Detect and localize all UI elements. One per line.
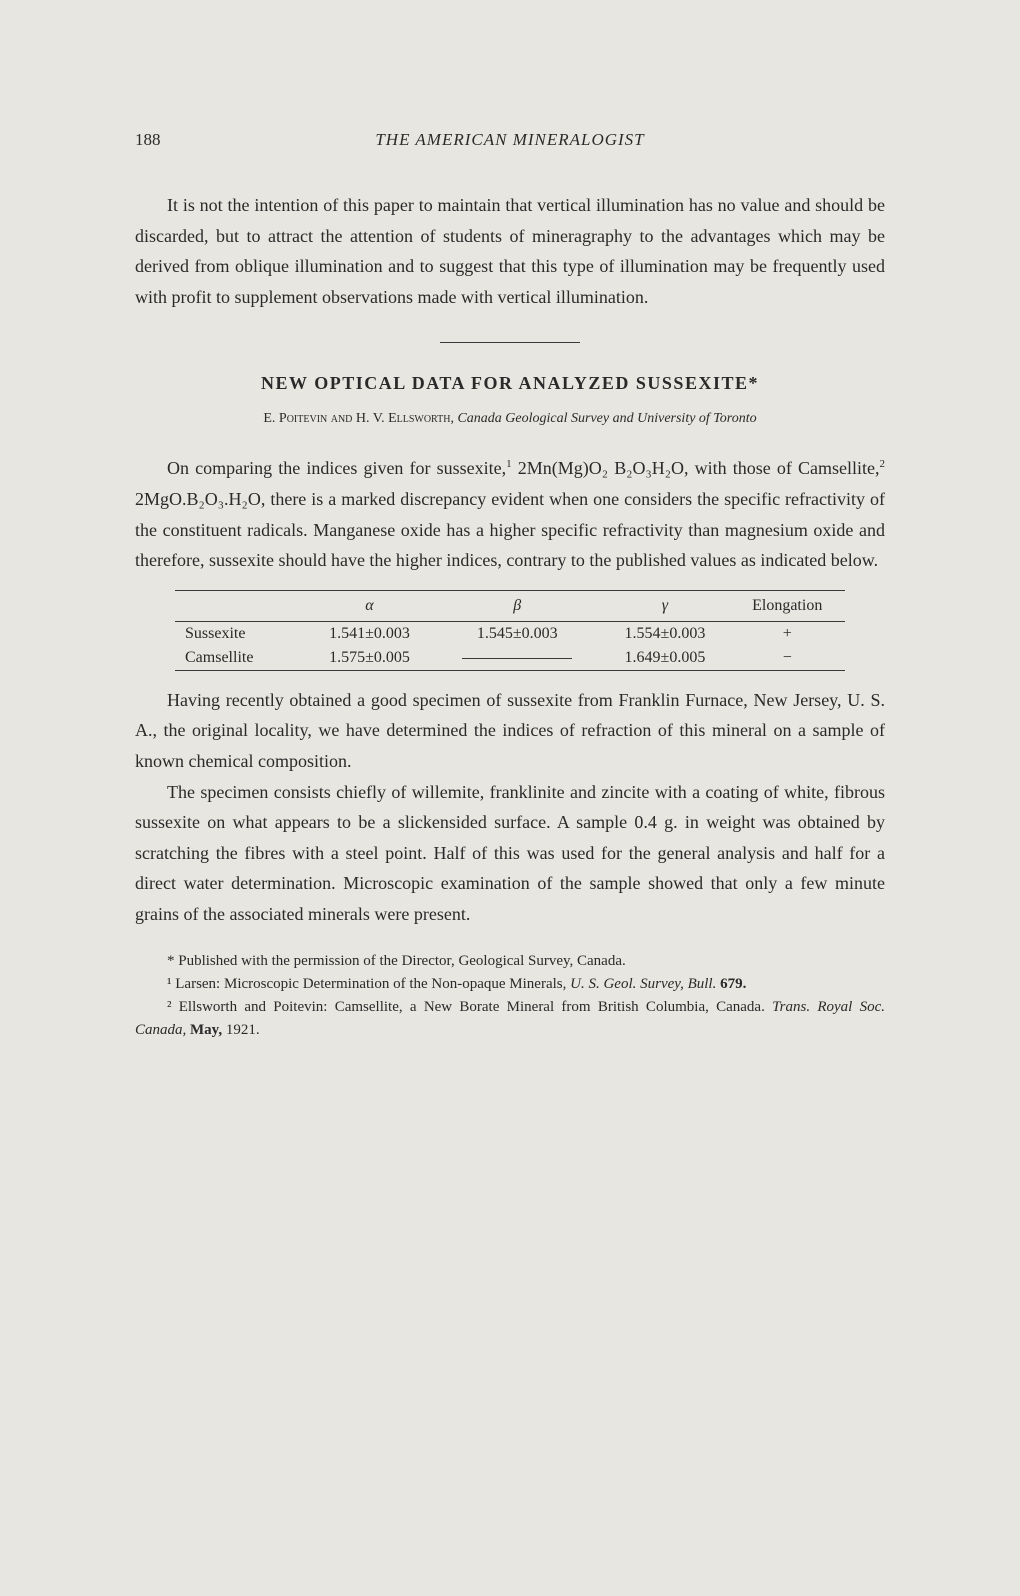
optical-data-table-wrap: α β γ Elongation Sussexite 1.541±0.003 1… [175, 590, 845, 671]
table-header-row: α β γ Elongation [175, 590, 845, 621]
cell-gamma: 1.554±0.003 [600, 621, 729, 646]
para1-text-c: 2MgO.B₂O₃.H₂O, there is a marked discrep… [135, 489, 885, 570]
footnote-2-bold: May, [190, 1022, 222, 1038]
footnote-2-c: May, 1921. [186, 1022, 259, 1038]
col-header-beta: β [434, 590, 600, 621]
footnotes-block: * Published with the permission of the D… [135, 950, 885, 1043]
optical-data-table: α β γ Elongation Sussexite 1.541±0.003 1… [175, 590, 845, 671]
footnote-1: ¹ Larsen: Microscopic Determination of t… [135, 973, 885, 996]
cell-elongation: − [729, 646, 845, 671]
col-header-blank [175, 590, 305, 621]
cell-elongation: + [729, 621, 845, 646]
table-row: Camsellite 1.575±0.005 1.649±0.005 − [175, 646, 845, 671]
section-divider [440, 342, 580, 343]
footnote-star: * Published with the permission of the D… [135, 950, 885, 973]
footnote-1-bold: 679. [720, 976, 746, 992]
para1-text-a: On comparing the indices given for susse… [167, 458, 506, 478]
cell-gamma: 1.649±0.005 [600, 646, 729, 671]
footnote-2-a: ² Ellsworth and Poitevin: Camsellite, a … [167, 999, 772, 1015]
footnote-ref-2: 2 [880, 458, 886, 470]
paragraph-2: Having recently obtained a good specimen… [135, 685, 885, 777]
footnote-1-b: U. S. Geol. Survey, Bull. [570, 976, 716, 992]
para1-text-b: 2Mn(Mg)O₂ B₂O₃H₂O, with those of Camsell… [512, 458, 880, 478]
col-header-gamma: γ [600, 590, 729, 621]
article-title: NEW OPTICAL DATA FOR ANALYZED SUSSEXITE* [135, 373, 885, 394]
table-row: Sussexite 1.541±0.003 1.545±0.003 1.554±… [175, 621, 845, 646]
footnote-1-a: ¹ Larsen: Microscopic Determination of t… [167, 976, 570, 992]
cell-alpha: 1.575±0.005 [305, 646, 434, 671]
page-header: 188 THE AMERICAN MINERALOGIST [135, 130, 885, 150]
intro-paragraph: It is not the intention of this paper to… [135, 190, 885, 312]
authors-names: E. Poitevin and H. V. Ellsworth, [263, 411, 457, 426]
authors-affiliation: Canada Geological Survey and University … [457, 411, 756, 426]
running-title: THE AMERICAN MINERALOGIST [135, 130, 885, 150]
authors-line: E. Poitevin and H. V. Ellsworth, Canada … [135, 408, 885, 429]
cell-beta [434, 646, 600, 671]
cell-beta: 1.545±0.003 [434, 621, 600, 646]
dash-icon [462, 658, 572, 659]
col-header-alpha: α [305, 590, 434, 621]
cell-name: Sussexite [175, 621, 305, 646]
footnote-1-c: 679. [716, 976, 746, 992]
paragraph-3: The specimen consists chiefly of willemi… [135, 777, 885, 930]
cell-name: Camsellite [175, 646, 305, 671]
footnote-2: ² Ellsworth and Poitevin: Camsellite, a … [135, 996, 885, 1043]
cell-alpha: 1.541±0.003 [305, 621, 434, 646]
paragraph-1: On comparing the indices given for susse… [135, 453, 885, 575]
col-header-elongation: Elongation [729, 590, 845, 621]
